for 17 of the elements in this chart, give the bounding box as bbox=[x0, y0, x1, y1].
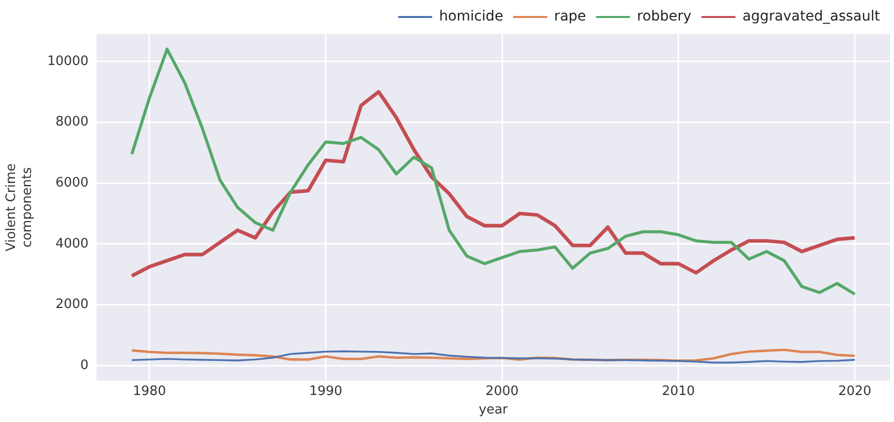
y-tick-label: 8000 bbox=[55, 114, 89, 130]
x-tick-label: 1990 bbox=[309, 384, 342, 399]
y-tick-label: 10000 bbox=[47, 54, 89, 69]
x-tick-label: 1980 bbox=[132, 384, 166, 399]
y-tick-label: 0 bbox=[80, 358, 89, 373]
y-tick-label: 2000 bbox=[55, 297, 89, 312]
x-tick-label: 2010 bbox=[662, 384, 695, 399]
x-tick-label: 2000 bbox=[486, 384, 519, 399]
y-axis-title: Violent Crime components bbox=[4, 163, 35, 252]
x-axis-title: year bbox=[478, 402, 508, 418]
legend-label: robbery bbox=[637, 8, 692, 25]
y-tick-label: 4000 bbox=[55, 236, 89, 252]
legend-label: rape bbox=[554, 8, 586, 25]
y-tick-label: 6000 bbox=[55, 175, 89, 190]
x-tick-label: 2020 bbox=[838, 384, 872, 399]
legend-label: aggravated_assault bbox=[742, 8, 881, 25]
legend-label: homicide bbox=[439, 8, 504, 25]
